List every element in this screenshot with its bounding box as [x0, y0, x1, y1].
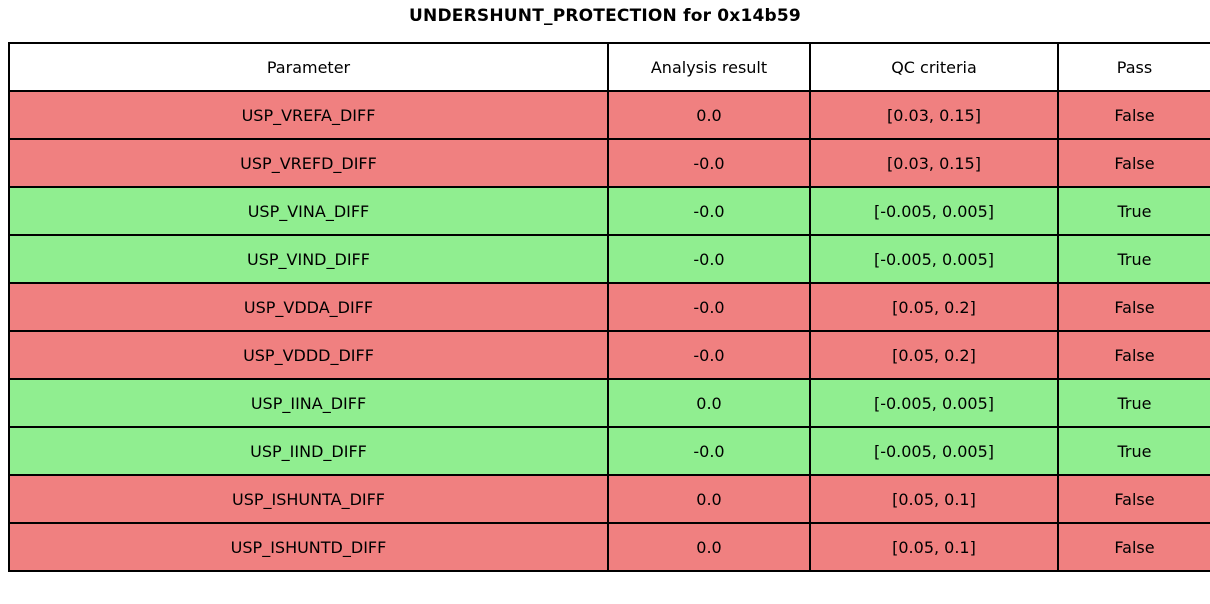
cell-pass: False	[1057, 474, 1210, 524]
column-header-parameter: Parameter	[8, 42, 609, 92]
cell-qc-criteria: [-0.005, 0.005]	[809, 186, 1059, 236]
cell-analysis-result: 0.0	[607, 474, 811, 524]
cell-analysis-result: -0.0	[607, 186, 811, 236]
table-row: USP_ISHUNTA_DIFF 0.0 [0.05, 0.1] False	[8, 474, 1210, 524]
cell-qc-criteria: [0.03, 0.15]	[809, 138, 1059, 188]
cell-parameter: USP_VIND_DIFF	[8, 234, 609, 284]
cell-parameter: USP_ISHUNTD_DIFF	[8, 522, 609, 572]
cell-analysis-result: -0.0	[607, 426, 811, 476]
cell-analysis-result: 0.0	[607, 90, 811, 140]
table-row: USP_VINA_DIFF -0.0 [-0.005, 0.005] True	[8, 186, 1210, 236]
cell-pass: True	[1057, 234, 1210, 284]
cell-parameter: USP_VINA_DIFF	[8, 186, 609, 236]
table-row: USP_IINA_DIFF 0.0 [-0.005, 0.005] True	[8, 378, 1210, 428]
column-header-pass: Pass	[1057, 42, 1210, 92]
cell-parameter: USP_IIND_DIFF	[8, 426, 609, 476]
cell-analysis-result: -0.0	[607, 330, 811, 380]
cell-pass: True	[1057, 378, 1210, 428]
cell-pass: False	[1057, 138, 1210, 188]
cell-qc-criteria: [0.03, 0.15]	[809, 90, 1059, 140]
column-header-qc-criteria: QC criteria	[809, 42, 1059, 92]
cell-pass: False	[1057, 282, 1210, 332]
cell-qc-criteria: [0.05, 0.2]	[809, 330, 1059, 380]
figure-title: UNDERSHUNT_PROTECTION for 0x14b59	[409, 6, 801, 26]
table-row: USP_VDDD_DIFF -0.0 [0.05, 0.2] False	[8, 330, 1210, 380]
cell-qc-criteria: [0.05, 0.1]	[809, 522, 1059, 572]
table-row: USP_VIND_DIFF -0.0 [-0.005, 0.005] True	[8, 234, 1210, 284]
cell-parameter: USP_VREFA_DIFF	[8, 90, 609, 140]
cell-pass: False	[1057, 90, 1210, 140]
cell-qc-criteria: [0.05, 0.2]	[809, 282, 1059, 332]
cell-pass: False	[1057, 522, 1210, 572]
cell-analysis-result: -0.0	[607, 282, 811, 332]
cell-analysis-result: -0.0	[607, 138, 811, 188]
qc-results-table: Parameter Analysis result QC criteria Pa…	[8, 42, 1210, 572]
cell-analysis-result: 0.0	[607, 378, 811, 428]
table-row: USP_ISHUNTD_DIFF 0.0 [0.05, 0.1] False	[8, 522, 1210, 572]
cell-pass: True	[1057, 426, 1210, 476]
cell-qc-criteria: [-0.005, 0.005]	[809, 426, 1059, 476]
cell-parameter: USP_VDDA_DIFF	[8, 282, 609, 332]
cell-parameter: USP_VDDD_DIFF	[8, 330, 609, 380]
cell-pass: False	[1057, 330, 1210, 380]
cell-analysis-result: 0.0	[607, 522, 811, 572]
cell-analysis-result: -0.0	[607, 234, 811, 284]
table-row: USP_VDDA_DIFF -0.0 [0.05, 0.2] False	[8, 282, 1210, 332]
table-header-row: Parameter Analysis result QC criteria Pa…	[8, 42, 1210, 92]
cell-parameter: USP_VREFD_DIFF	[8, 138, 609, 188]
table-row: USP_IIND_DIFF -0.0 [-0.005, 0.005] True	[8, 426, 1210, 476]
cell-pass: True	[1057, 186, 1210, 236]
cell-qc-criteria: [-0.005, 0.005]	[809, 378, 1059, 428]
column-header-analysis-result: Analysis result	[607, 42, 811, 92]
cell-parameter: USP_ISHUNTA_DIFF	[8, 474, 609, 524]
cell-qc-criteria: [0.05, 0.1]	[809, 474, 1059, 524]
cell-qc-criteria: [-0.005, 0.005]	[809, 234, 1059, 284]
cell-parameter: USP_IINA_DIFF	[8, 378, 609, 428]
table-row: USP_VREFD_DIFF -0.0 [0.03, 0.15] False	[8, 138, 1210, 188]
table-row: USP_VREFA_DIFF 0.0 [0.03, 0.15] False	[8, 90, 1210, 140]
